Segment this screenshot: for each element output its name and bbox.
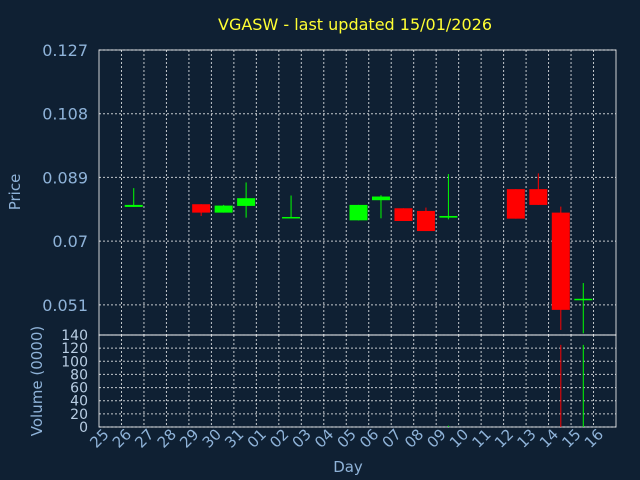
candles (124, 173, 593, 334)
candle-body (439, 215, 458, 218)
candle-body (529, 189, 548, 205)
volume-tick-label: 120 (61, 341, 88, 357)
price-tick-label: 0.07 (52, 232, 88, 251)
volume-tick-label: 60 (70, 381, 88, 397)
volume-tick-label: 40 (70, 394, 88, 410)
price-tick-label: 0.127 (42, 41, 88, 60)
price-grid (99, 49, 616, 335)
price-tick-labels: 0.127 0.108 0.089 0.07 0.051 (42, 41, 88, 315)
chart-title: VGASW - last updated 15/01/2026 (218, 15, 492, 34)
volume-tick-label: 100 (61, 354, 88, 370)
candle-body (192, 204, 211, 213)
volume-axis-label: Volume (0000) (28, 326, 46, 436)
price-tick-label: 0.051 (42, 296, 88, 315)
candle-body (214, 205, 233, 213)
candle-body (282, 216, 301, 219)
volume-tick-label: 140 (61, 328, 88, 344)
y-axis-label: Price (6, 174, 24, 211)
volume-panel-frame (98, 334, 617, 428)
volume-tick-label: 80 (70, 367, 88, 383)
volume-bars (447, 344, 584, 427)
candle-body (371, 196, 390, 201)
candle-body (416, 210, 435, 232)
candle-body (574, 298, 593, 301)
candle-body (237, 198, 256, 206)
volume-tick-label: 0 (79, 420, 88, 436)
price-tick-label: 0.089 (42, 168, 88, 187)
candle-body (124, 204, 143, 207)
price-tick-label: 0.108 (42, 105, 88, 124)
x-axis-label: Day (333, 458, 363, 476)
candle-body (551, 212, 570, 310)
volume-grid (99, 334, 616, 428)
candle-body (394, 208, 413, 221)
candle-body (506, 189, 525, 219)
volume-tick-label: 20 (70, 407, 88, 423)
candle-body (349, 204, 368, 221)
x-tick-labels: 2526272829303101020304050607080910111213… (86, 425, 607, 451)
